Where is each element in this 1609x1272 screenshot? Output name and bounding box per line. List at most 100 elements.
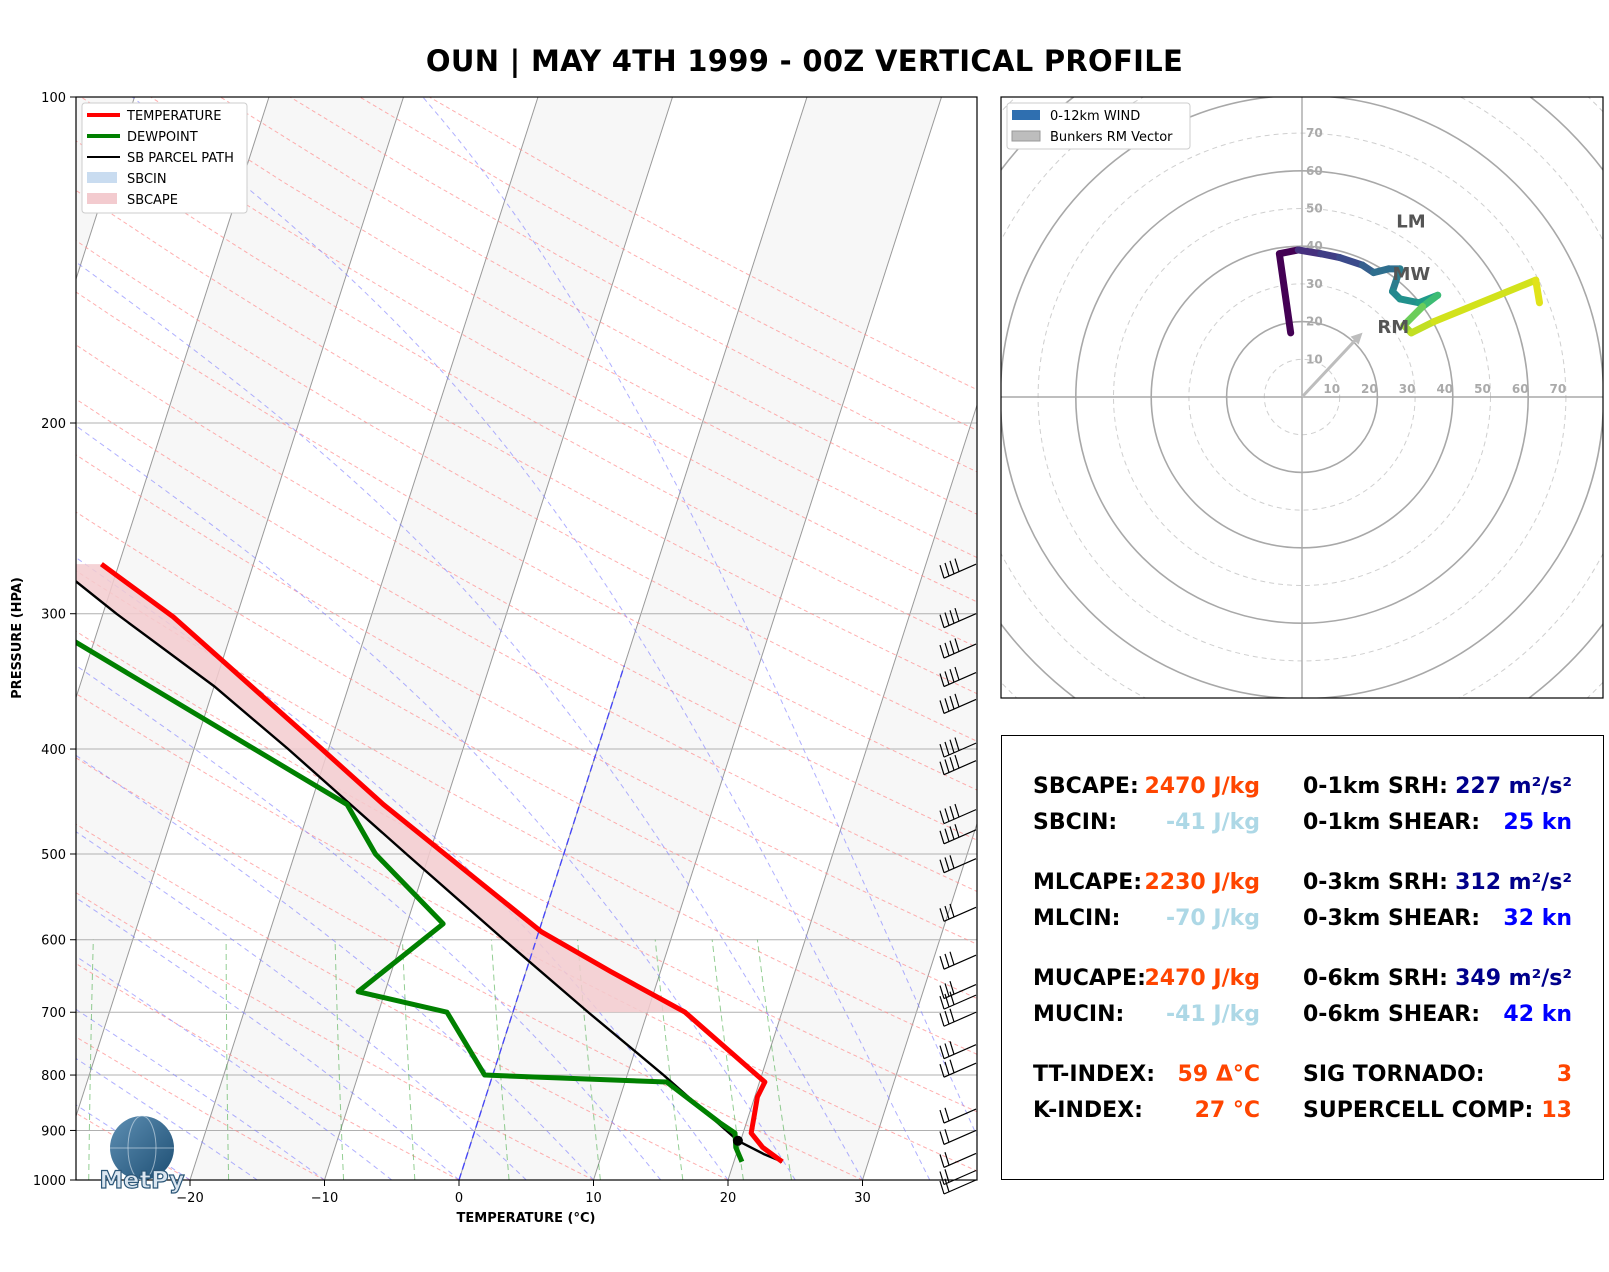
moist-adiabat xyxy=(131,97,931,1180)
isotherm-line xyxy=(862,822,977,1180)
moist-adiabat xyxy=(76,261,863,1180)
hodo-wind-segment xyxy=(1294,246,1325,258)
hodo-ring-label: 60 xyxy=(1512,382,1529,396)
wind-barb xyxy=(939,1129,977,1145)
hodo-wind-segment xyxy=(1388,265,1404,295)
legend-label: Bunkers RM Vector xyxy=(1050,130,1173,145)
y-tick-label: 300 xyxy=(41,608,66,623)
wind-barb xyxy=(939,1178,977,1195)
y-tick-label: 400 xyxy=(41,743,66,758)
hodo-motion-label: LM xyxy=(1396,211,1425,232)
stat-value: 32 kn xyxy=(1503,906,1572,931)
dewpoint-line xyxy=(76,639,745,1163)
lcl-marker xyxy=(732,1135,743,1146)
legend-box xyxy=(81,102,248,214)
wind-barb xyxy=(939,1008,977,1027)
stat-value: 2230 J/kg xyxy=(1144,870,1261,895)
hodo-ring-label: 40 xyxy=(1436,382,1453,396)
isotherm-band xyxy=(459,97,942,1180)
legend-swatch xyxy=(87,172,117,183)
stat-value: 25 kn xyxy=(1503,810,1572,835)
stat-label: K-INDEX: xyxy=(1033,1098,1143,1123)
metpy-logo: MetPy xyxy=(99,1115,186,1195)
mixing-ratio-line xyxy=(334,939,345,1180)
bunkers-rm-arrowhead xyxy=(1350,332,1363,345)
stat-label: MLCIN: xyxy=(1033,906,1121,931)
mixing-ratio-line xyxy=(756,939,793,1180)
wind-barb xyxy=(939,951,977,970)
stat-label: MUCAPE: xyxy=(1033,966,1146,991)
stat-value: 3 xyxy=(1556,1062,1572,1087)
y-tick-label: 700 xyxy=(41,1006,66,1021)
stat-label: TT-INDEX: xyxy=(1033,1062,1156,1087)
stat-label: 0-6km SHEAR: xyxy=(1303,1002,1481,1027)
hodo-ring-label: 20 xyxy=(1361,382,1378,396)
y-tick-label: 800 xyxy=(41,1069,66,1084)
hodo-wind-segment xyxy=(1407,318,1438,337)
stat-value: 349 m²/s² xyxy=(1455,966,1572,991)
moist-adiabat xyxy=(76,664,662,1180)
stat-value: 27 °C xyxy=(1194,1098,1260,1123)
hodograph-legend: 0-12km WIND Bunkers RM Vector xyxy=(1006,102,1191,150)
x-tick-label: 20 xyxy=(720,1191,737,1206)
skewt-axes: 100 200 300 400 500 600 700 800 900 1000 −20 −10 0 10… xyxy=(10,91,871,1226)
hodo-ring-label: 30 xyxy=(1306,277,1323,291)
stat-label: 0-1km SHEAR: xyxy=(1303,810,1481,835)
y-tick-label: 200 xyxy=(41,417,66,432)
moist-adiabat xyxy=(76,831,527,1180)
moist-adiabat xyxy=(76,955,393,1180)
y-axis-label: PRESSURE (HPA) xyxy=(10,577,25,699)
stat-value: 312 m²/s² xyxy=(1455,870,1572,895)
wind-barbs xyxy=(939,558,977,1195)
hodo-ring-label: 10 xyxy=(1323,382,1340,396)
hodo-ring-label: 10 xyxy=(1306,352,1323,366)
hodo-legend-box xyxy=(1006,102,1191,150)
wind-barb xyxy=(939,693,977,715)
legend-label: 0-12km WIND xyxy=(1050,109,1140,124)
moist-adiabat xyxy=(76,1057,258,1180)
parcel-path-line xyxy=(76,579,783,1163)
stat-label: SBCIN: xyxy=(1033,810,1118,835)
stat-label: SBCAPE: xyxy=(1033,774,1139,799)
wind-barb xyxy=(939,558,977,579)
hodo-ring-label: 60 xyxy=(1306,164,1323,178)
hodo-ring-label: 50 xyxy=(1474,382,1491,396)
x-axis-label: TEMPERATURE (°C) xyxy=(457,1211,596,1226)
legend-label: SBCAPE xyxy=(127,193,178,208)
skewt-frame xyxy=(75,96,978,1181)
freezing-isotherm xyxy=(458,665,625,1180)
wind-barb xyxy=(939,638,977,659)
hodo-ring-label: 30 xyxy=(1399,382,1416,396)
dry-adiabat xyxy=(76,140,977,648)
hodo-wind-segment xyxy=(1430,276,1540,326)
hodo-ring-label: 20 xyxy=(1306,315,1323,329)
wind-barb xyxy=(939,1041,977,1060)
hodo-wind-segment xyxy=(1400,303,1427,329)
y-tick-label: 100 xyxy=(41,91,66,106)
stat-value: -41 J/kg xyxy=(1165,810,1260,835)
hodo-ring-label: 70 xyxy=(1306,126,1323,140)
stat-label: 0-1km SRH: xyxy=(1303,774,1448,799)
x-tick-label: 10 xyxy=(585,1191,602,1206)
stat-value: 42 kn xyxy=(1503,1002,1572,1027)
y-tick-label: 1000 xyxy=(33,1174,66,1189)
wind-barb xyxy=(939,855,977,874)
stat-label: SIG TORNADO: xyxy=(1303,1062,1485,1087)
isotherm-line xyxy=(76,97,404,1118)
stat-label: 0-3km SRH: xyxy=(1303,870,1448,895)
hodograph-frame xyxy=(1000,96,1604,699)
wind-barb xyxy=(939,991,977,1010)
legend-swatch xyxy=(1011,130,1041,142)
sbcape-area xyxy=(76,564,686,1013)
x-tick-label: −10 xyxy=(311,1191,338,1206)
wind-barb xyxy=(939,824,977,845)
legend-label: SB PARCEL PATH xyxy=(127,151,234,166)
wind-barb xyxy=(939,666,977,688)
wind-barb xyxy=(939,803,977,825)
skewt-legend: TEMPERATURE DEWPOINT SB PARCEL PATH SBCIN SB… xyxy=(81,102,248,214)
y-tick-label: 900 xyxy=(41,1124,66,1139)
isotherm-band xyxy=(190,97,673,1180)
y-tick-label: 600 xyxy=(41,934,66,949)
isotherm-line xyxy=(727,403,977,1180)
